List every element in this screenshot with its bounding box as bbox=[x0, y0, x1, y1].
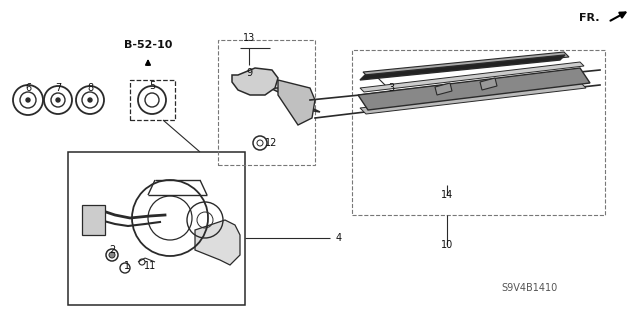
Text: FR.: FR. bbox=[579, 13, 600, 23]
Bar bbox=[68, 152, 245, 305]
Bar bbox=[218, 40, 315, 165]
Text: 8: 8 bbox=[87, 83, 93, 93]
Polygon shape bbox=[358, 68, 590, 110]
Circle shape bbox=[88, 98, 92, 102]
Text: 11: 11 bbox=[144, 261, 156, 271]
Text: 9: 9 bbox=[246, 68, 252, 78]
Text: S9V4B1410: S9V4B1410 bbox=[502, 283, 558, 293]
Polygon shape bbox=[195, 220, 240, 265]
Bar bbox=[352, 50, 605, 215]
Polygon shape bbox=[435, 83, 452, 95]
Bar bbox=[130, 80, 175, 120]
Text: 1: 1 bbox=[124, 261, 130, 271]
Polygon shape bbox=[278, 80, 315, 125]
Text: 6: 6 bbox=[25, 83, 31, 93]
Text: 7: 7 bbox=[55, 83, 61, 93]
Text: 3: 3 bbox=[388, 83, 394, 93]
Polygon shape bbox=[360, 82, 586, 114]
Bar bbox=[82, 205, 105, 235]
Text: 14: 14 bbox=[441, 190, 453, 200]
Text: 10: 10 bbox=[441, 240, 453, 250]
Polygon shape bbox=[480, 78, 497, 90]
Text: 2: 2 bbox=[109, 245, 115, 255]
Polygon shape bbox=[270, 88, 320, 112]
Polygon shape bbox=[363, 52, 569, 77]
Polygon shape bbox=[360, 62, 584, 92]
Text: B-52-10: B-52-10 bbox=[124, 40, 172, 50]
Text: 12: 12 bbox=[265, 138, 277, 148]
Circle shape bbox=[26, 98, 30, 102]
Text: 4: 4 bbox=[336, 233, 342, 243]
Polygon shape bbox=[232, 68, 278, 95]
Circle shape bbox=[109, 252, 115, 258]
Circle shape bbox=[56, 98, 60, 102]
Polygon shape bbox=[360, 55, 565, 80]
Text: 13: 13 bbox=[243, 33, 255, 43]
Text: 5: 5 bbox=[149, 81, 155, 91]
